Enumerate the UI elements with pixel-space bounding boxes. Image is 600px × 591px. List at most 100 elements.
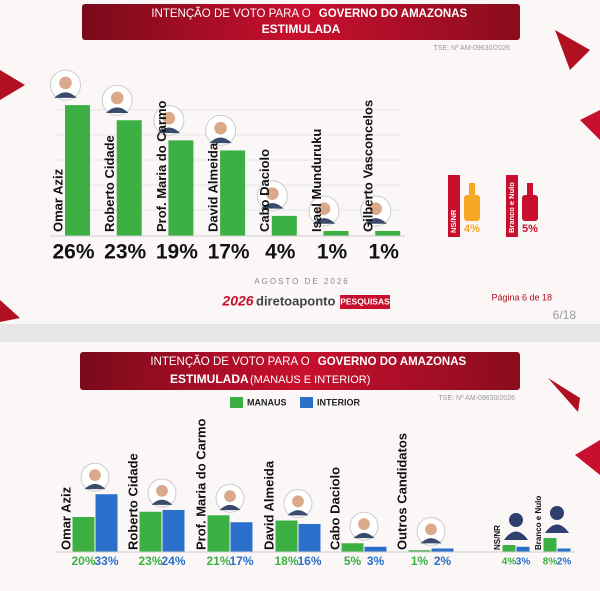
value-label: 18% xyxy=(274,554,298,568)
footer-year: 2026 xyxy=(221,293,253,309)
legend-label: INTERIOR xyxy=(317,397,361,407)
other-value-label: 5% xyxy=(522,223,538,235)
other-name: NS/NR xyxy=(449,209,458,233)
candidate-photo-head xyxy=(110,91,124,105)
value-label: 4% xyxy=(265,241,296,264)
candidate-photo-body xyxy=(364,218,387,224)
other-tag xyxy=(448,175,460,237)
slide-background xyxy=(0,0,600,324)
candidate-name: David Almeida xyxy=(206,142,221,232)
candidate-photo-head xyxy=(156,485,168,497)
bar xyxy=(431,548,454,552)
value-label: 5% xyxy=(344,554,362,568)
bar xyxy=(72,517,95,552)
value-label: 16% xyxy=(297,554,321,568)
legend-label: MANAUS xyxy=(247,397,287,407)
bar xyxy=(65,105,90,236)
candidate-photo-body xyxy=(157,127,181,134)
candidate-photo-body xyxy=(209,137,232,144)
other-name: Branco e Nulo xyxy=(507,182,516,233)
value-label: 20% xyxy=(71,554,95,568)
value-label: 1% xyxy=(411,554,429,568)
value-label: 19% xyxy=(156,241,198,264)
value-label: 4% xyxy=(502,557,517,568)
value-label: 26% xyxy=(52,241,94,264)
decoration xyxy=(0,70,25,100)
registration: TSE: Nº AM-09630/2026 xyxy=(434,45,511,52)
legend-swatch xyxy=(230,397,243,408)
candidate-name: Cabo Daciolo xyxy=(327,467,342,550)
chart-title: INTENÇÃO DE VOTO PARA O xyxy=(151,7,310,20)
footer-brand: diretoaponto xyxy=(256,293,335,308)
candidate-name: Gilberto Vasconcelos xyxy=(361,100,376,232)
bar xyxy=(364,546,387,552)
candidate-name: Roberto Cidade xyxy=(102,135,117,232)
other-bottle-neck xyxy=(527,183,533,195)
value-label: 21% xyxy=(206,554,230,568)
bar xyxy=(220,150,246,236)
candidate-photo-head xyxy=(89,469,101,482)
chart-title-emphasis: GOVERNO DO AMAZONAS xyxy=(319,8,468,20)
other-tag xyxy=(506,175,518,237)
value-label: 33% xyxy=(94,554,118,568)
chart-subtitle-note: (MANAUS E INTERIOR) xyxy=(250,374,370,386)
footer-brand-tag: PESQUISAS xyxy=(340,296,390,306)
candidate-name: Prof. Maria do Carmo xyxy=(154,100,169,232)
candidate-photo-head xyxy=(214,121,227,135)
candidate-name: Outros Candidatos xyxy=(394,433,409,550)
survey-date: AGOSTO DE 2026 xyxy=(254,277,349,286)
candidate-name: Prof. Maria do Carmo xyxy=(193,418,208,550)
value-label: 8% xyxy=(543,557,558,568)
candidate-photo-body xyxy=(287,510,309,516)
silhouette-head xyxy=(509,513,523,527)
bar xyxy=(116,120,142,236)
value-label: 24% xyxy=(161,554,185,568)
bar xyxy=(298,524,321,552)
slide-divider xyxy=(0,324,600,342)
candidate-photo-head xyxy=(317,202,331,216)
decoration xyxy=(580,110,600,140)
candidate-photo-head xyxy=(369,202,383,216)
decoration xyxy=(548,378,580,412)
candidate-photo-body xyxy=(105,107,129,113)
candidate-photo-body xyxy=(353,532,375,539)
bar xyxy=(516,546,530,552)
bar xyxy=(375,230,401,236)
candidate-photo-body xyxy=(219,504,241,511)
bar xyxy=(557,548,571,552)
other-bottle xyxy=(522,195,538,221)
candidate-name: Isael Munduruku xyxy=(309,129,324,232)
candidate-photo-body xyxy=(420,538,442,544)
bar xyxy=(162,510,185,552)
value-label: 3% xyxy=(367,554,385,568)
value-label: 23% xyxy=(138,554,162,568)
candidate-photo-body xyxy=(312,218,336,224)
candidate-photo-head xyxy=(358,518,370,531)
bar xyxy=(230,522,253,552)
silhouette-body xyxy=(545,524,569,533)
other-bottle xyxy=(464,195,480,221)
candidate-photo-body xyxy=(54,92,77,98)
decoration xyxy=(0,300,20,322)
candidate-photo-head xyxy=(292,495,304,508)
bar xyxy=(408,550,431,552)
value-label: 17% xyxy=(208,241,250,264)
value-label: 23% xyxy=(104,241,146,264)
candidate-name: Omar Aziz xyxy=(58,486,73,550)
candidate-name: Roberto Cidade xyxy=(125,453,140,550)
candidate-photo-head xyxy=(266,187,279,200)
other-value-label: 4% xyxy=(464,223,480,235)
bar xyxy=(323,230,349,236)
bar xyxy=(95,494,118,552)
value-label: 1% xyxy=(317,241,348,264)
bar xyxy=(207,515,230,552)
footer-tag-box xyxy=(340,295,390,309)
registration: TSE: Nº AM-09630/2026 xyxy=(439,395,516,402)
legend-swatch xyxy=(300,397,313,408)
candidate-name: David Almeida xyxy=(261,460,276,550)
bar xyxy=(168,140,194,236)
silhouette-head xyxy=(550,506,564,520)
candidate-name: Cabo Daciolo xyxy=(257,149,272,232)
bar xyxy=(271,215,297,236)
